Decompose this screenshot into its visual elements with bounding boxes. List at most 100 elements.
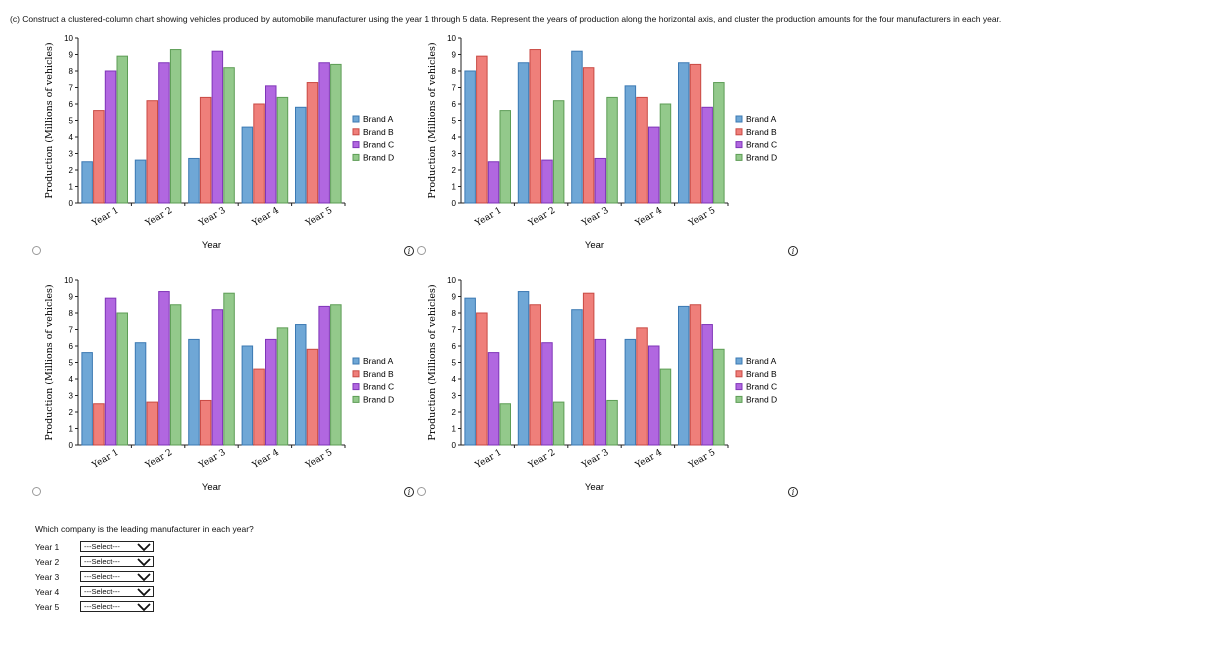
y-tick-label: 0: [452, 441, 457, 450]
legend-swatch: [352, 128, 360, 136]
bar-brand-d: [223, 67, 235, 204]
bar-brand-b: [689, 304, 702, 446]
legend-label: Brand B: [363, 369, 394, 379]
leader-select-year-1[interactable]: ---Select---: [80, 541, 154, 552]
chart-option-3-radio[interactable]: [32, 487, 41, 496]
legend-swatch: [735, 383, 743, 391]
chart-svg: Production (Millions of vehicles) 0 1 2 3 4 5 6…: [427, 34, 777, 251]
bar-brand-c: [648, 126, 660, 204]
info-icon[interactable]: i: [788, 246, 798, 256]
y-tick-label: 8: [69, 67, 74, 76]
chart-option-4: Production (Millions of vehicles) 0 1 2 3 4 5 6…: [423, 274, 803, 504]
legend-label: Brand C: [363, 382, 394, 392]
y-tick-label: 7: [452, 326, 457, 335]
leader-select-year-3[interactable]: ---Select---: [80, 571, 154, 582]
bar-brand-a: [571, 50, 583, 204]
bar-brand-d: [276, 96, 289, 204]
legend-swatch: [735, 357, 743, 365]
bar-brand-a: [571, 309, 583, 446]
info-icon[interactable]: i: [404, 246, 414, 256]
x-tick-label: Year 2: [143, 206, 174, 230]
y-tick-label: 10: [64, 276, 73, 285]
x-axis-label: Year: [202, 240, 221, 251]
bar-brand-a: [678, 62, 690, 204]
bar-brand-d: [276, 327, 289, 446]
legend-label: Brand C: [746, 382, 777, 392]
y-tick-label: 0: [69, 199, 74, 208]
bar-brand-d: [606, 399, 618, 446]
select-value: ---Select---: [84, 602, 120, 611]
legend-label: Brand D: [363, 394, 394, 404]
bar-brand-c: [104, 70, 117, 204]
bar-brand-b: [476, 55, 488, 204]
chevron-down-icon: [137, 588, 151, 596]
y-tick-label: 1: [452, 425, 457, 434]
chart-option-4-radio[interactable]: [417, 487, 426, 496]
bar-brand-c: [318, 305, 330, 446]
bar-brand-a: [624, 85, 637, 204]
chart-option-2-radio[interactable]: [417, 246, 426, 255]
bar-brand-a: [464, 70, 476, 204]
leader-row-label: Year 4: [35, 587, 60, 597]
bar-brand-d: [499, 110, 511, 204]
bar-brand-a: [81, 161, 93, 204]
x-axis-label: Year: [585, 482, 604, 493]
chart-option-1-radio[interactable]: [32, 246, 41, 255]
x-tick-label: Year 5: [686, 206, 717, 230]
bar-brand-b: [636, 327, 648, 446]
bar-brand-c: [104, 297, 117, 446]
leader-select-year-4[interactable]: ---Select---: [80, 586, 154, 597]
bar-brand-a: [81, 352, 93, 446]
legend-label: Brand D: [746, 152, 777, 162]
bar-brand-b: [93, 403, 105, 446]
legend-label: Brand A: [363, 114, 394, 124]
bar-brand-b: [689, 63, 702, 204]
bar-brand-a: [295, 324, 307, 446]
bar-brand-b: [199, 96, 212, 204]
y-tick-label: 5: [452, 359, 457, 368]
bar-brand-a: [517, 291, 530, 446]
bar-brand-d: [713, 82, 725, 204]
legend-swatch: [735, 370, 743, 378]
y-axis-label: Production (Millions of vehicles): [44, 42, 55, 198]
bar-brand-d: [552, 100, 565, 204]
bar-brand-d: [116, 55, 128, 204]
legend-label: Brand B: [746, 369, 777, 379]
y-tick-label: 3: [452, 150, 457, 159]
y-tick-label: 1: [69, 425, 74, 434]
y-axis-label: Production (Millions of vehicles): [44, 284, 55, 440]
bar-brand-b: [529, 304, 541, 446]
y-tick-label: 6: [69, 342, 74, 351]
chevron-down-icon: [137, 558, 151, 566]
leader-row-label: Year 3: [35, 572, 60, 582]
legend-label: Brand A: [746, 356, 777, 366]
bar-brand-a: [241, 345, 254, 446]
x-tick-label: Year 5: [303, 206, 334, 230]
bar-brand-a: [517, 62, 530, 204]
bar-brand-c: [158, 62, 170, 204]
bar-brand-c: [211, 309, 224, 446]
leader-select-year-5[interactable]: ---Select---: [80, 601, 154, 612]
bar-brand-c: [318, 62, 330, 204]
bar-brand-b: [253, 368, 265, 446]
info-icon[interactable]: i: [404, 487, 414, 497]
bar-brand-c: [265, 85, 277, 204]
x-tick-label: Year 2: [143, 448, 174, 472]
bar-brand-c: [594, 157, 607, 204]
x-tick-label: Year 3: [580, 206, 611, 230]
y-tick-label: 3: [69, 150, 74, 159]
legend-label: Brand A: [363, 356, 394, 366]
x-tick-label: Year 2: [526, 448, 557, 472]
leader-select-year-2[interactable]: ---Select---: [80, 556, 154, 567]
info-icon[interactable]: i: [788, 487, 798, 497]
y-tick-label: 9: [452, 51, 457, 60]
bar-brand-c: [541, 159, 553, 204]
bar-brand-d: [659, 368, 672, 446]
x-tick-label: Year 4: [633, 448, 664, 472]
legend-swatch: [352, 115, 360, 123]
legend-label: Brand B: [746, 127, 777, 137]
y-tick-label: 4: [452, 133, 457, 142]
legend-label: Brand C: [363, 140, 394, 150]
select-value: ---Select---: [84, 542, 120, 551]
bar-brand-a: [134, 159, 147, 204]
